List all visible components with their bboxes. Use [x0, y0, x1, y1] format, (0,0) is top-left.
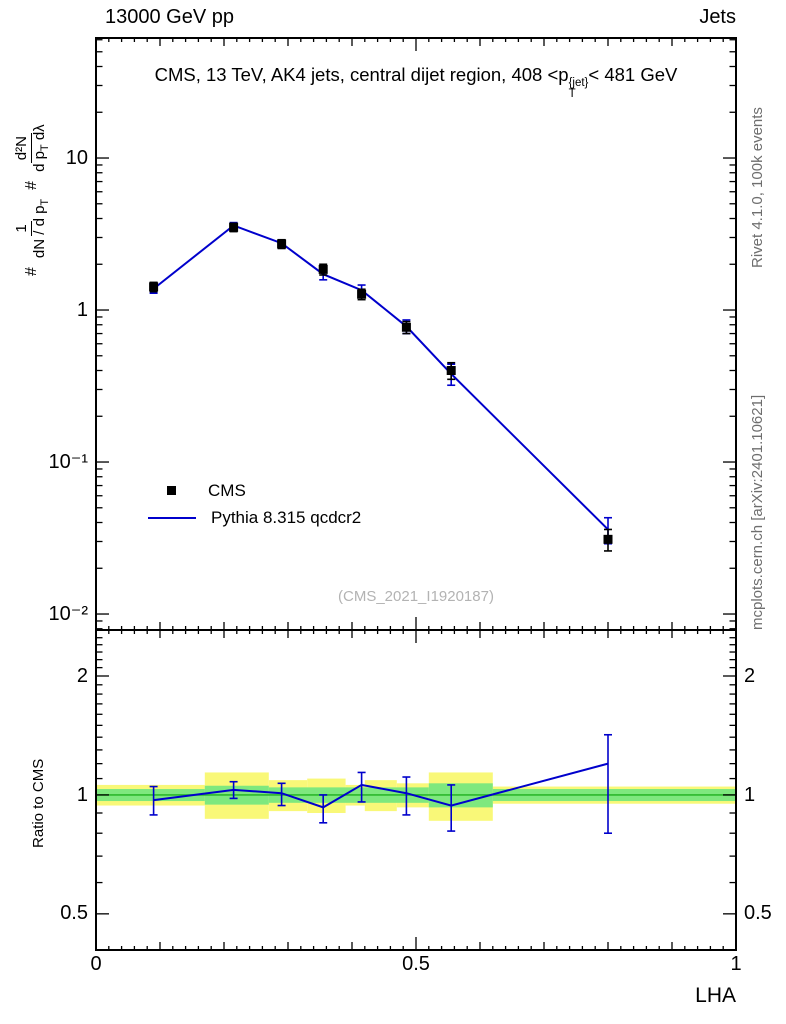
ratio-ytick-left-2: 2	[76, 665, 88, 687]
rivet-version-label: Rivet 4.1.0, 100k events	[749, 107, 766, 268]
ratio-ytick-left-1: 1	[76, 784, 88, 806]
legend-label-pythia: Pythia 8.315 qcdcr2	[211, 507, 362, 527]
ratio-ytick-right-0p5: 0.5	[744, 902, 772, 924]
pt-superscript: {jet}	[568, 77, 589, 89]
x-axis-label: LHA	[695, 984, 736, 1007]
ratio-ytick-right-1: 1	[744, 784, 756, 806]
pythia-line-icon	[148, 516, 196, 519]
ratio-ytick-left-0p5: 0.5	[60, 902, 88, 924]
ratio-ytick-right-2: 2	[744, 665, 756, 687]
legend-row-cms: CMS	[148, 477, 361, 504]
ytick-label-1: 1	[76, 299, 88, 321]
plot-title-text: CMS, 13 TeV, AK4 jets, central dijet reg…	[154, 64, 569, 85]
ylabel-hash-1: #	[23, 267, 41, 276]
legend-row-pythia: Pythia 8.315 qcdcr2	[148, 504, 361, 531]
legend-label-cms: CMS	[208, 480, 246, 500]
ytick-label-0p1: 10⁻¹	[48, 451, 88, 473]
ylabel-frac-2: d²N d pT dλ	[13, 124, 51, 172]
xtick-label-0: 0	[90, 953, 102, 975]
xtick-label-1: 1	[730, 953, 742, 975]
analysis-group-label: Jets	[699, 6, 736, 28]
ylabel-hash-2: #	[23, 180, 41, 190]
analysis-id-watermark: (CMS_2021_I1920187)	[338, 588, 494, 605]
legend: CMS Pythia 8.315 qcdcr2	[148, 477, 361, 531]
ytick-label-0p01: 10⁻²	[48, 603, 88, 625]
ytick-label-10: 10	[65, 147, 88, 169]
beam-energy-label: 13000 GeV pp	[105, 6, 234, 28]
plot-title-suffix: < 481 GeV	[588, 64, 678, 85]
ratio-y-axis-label: Ratio to CMS	[30, 758, 47, 848]
mcplots-arxiv-label: mcplots.cern.ch [arXiv:2401.10621]	[749, 394, 766, 630]
ylabel-frac-1: 1 dN / d pT	[13, 198, 51, 259]
pt-subscript: T	[568, 87, 576, 100]
plot-title: CMS, 13 TeV, AK4 jets, central dijet reg…	[96, 64, 736, 99]
pt-jet-sub-sup: {jet} T	[569, 78, 589, 99]
xtick-label-0p5: 0.5	[402, 953, 430, 975]
cms-square-marker-icon	[167, 486, 176, 495]
y-axis-label: #1 dN / d pT # d²N d pT dλ	[13, 122, 51, 276]
